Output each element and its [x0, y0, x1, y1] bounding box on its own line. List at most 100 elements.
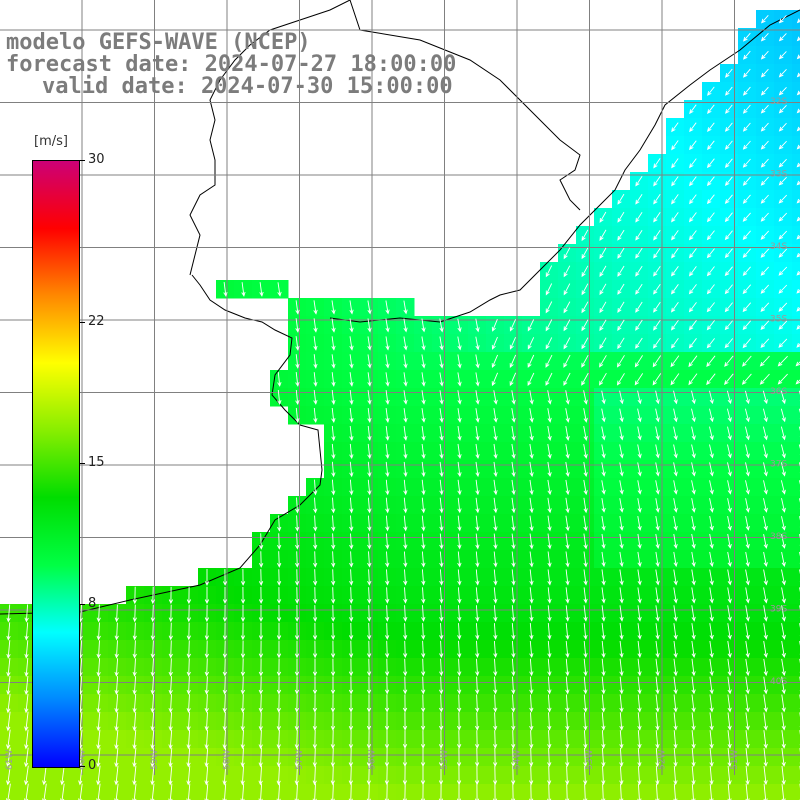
wind-arrow — [276, 712, 281, 731]
wind-arrow — [493, 587, 498, 604]
wind-cell — [792, 208, 800, 227]
wind-arrow — [653, 212, 661, 223]
wind-arrow — [796, 18, 800, 24]
wind-arrow — [763, 480, 768, 495]
wind-arrow — [511, 694, 516, 713]
wind-arrow — [725, 86, 733, 96]
wind-arrow — [742, 338, 752, 349]
wind-arrow — [384, 658, 390, 677]
wind-cell — [792, 460, 800, 479]
latitude-label: 34S — [770, 242, 787, 252]
wind-arrow — [240, 747, 245, 768]
wind-arrow — [367, 587, 372, 604]
wind-arrow — [367, 605, 372, 622]
wind-arrow — [349, 605, 354, 622]
wind-arrow — [583, 444, 588, 459]
valid-date: valid date: 2024-07-30 15:00:00 — [42, 74, 453, 99]
wind-arrow — [547, 551, 552, 568]
wind-arrow — [689, 176, 697, 187]
wind-arrow — [547, 658, 552, 677]
wind-arrow — [691, 569, 696, 586]
wind-arrow — [744, 408, 750, 423]
wind-arrow — [96, 676, 101, 695]
wind-arrow — [475, 694, 480, 713]
wind-arrow — [673, 480, 678, 495]
wind-arrow — [780, 408, 786, 423]
wind-cell — [792, 82, 800, 101]
wind-arrow — [583, 461, 588, 478]
wind-arrow — [565, 479, 570, 496]
wind-arrow — [222, 587, 228, 605]
wind-arrow — [778, 194, 788, 204]
wind-arrow — [780, 390, 786, 405]
wind-arrow — [691, 444, 696, 459]
wind-arrow — [42, 765, 47, 786]
wind-arrow — [6, 747, 11, 768]
wind-arrow — [655, 587, 660, 604]
wind-arrow — [637, 480, 642, 495]
wind-arrow — [745, 623, 750, 640]
wind-arrow — [583, 479, 588, 496]
wind-arrow — [24, 640, 29, 659]
wind-arrow — [653, 301, 661, 313]
wind-arrow — [493, 658, 498, 677]
wind-arrow — [727, 712, 732, 731]
wind-arrow — [778, 158, 787, 168]
wind-arrow — [635, 211, 643, 223]
wind-arrow — [475, 712, 480, 731]
wind-arrow — [439, 694, 444, 713]
wind-arrow — [742, 86, 751, 96]
wind-arrow — [688, 212, 697, 223]
wind-arrow — [493, 390, 498, 405]
wind-arrow — [96, 640, 101, 659]
wind-arrow — [760, 266, 770, 276]
wind-arrow — [635, 229, 643, 241]
wind-arrow — [760, 212, 769, 222]
wind-cell — [792, 640, 800, 659]
wind-arrow — [545, 337, 553, 350]
wind-arrow — [796, 72, 800, 78]
wind-arrow — [491, 372, 499, 387]
wind-arrow — [781, 623, 786, 640]
wind-arrow — [312, 747, 317, 768]
wind-arrow — [529, 497, 534, 514]
wind-arrow — [583, 694, 588, 713]
wind-arrow — [742, 104, 751, 114]
wind-arrow — [655, 408, 660, 423]
wind-arrow — [493, 461, 498, 478]
wind-arrow — [691, 640, 696, 659]
wind-arrow — [312, 640, 318, 659]
wind-arrow — [132, 622, 137, 641]
wind-arrow — [258, 765, 263, 786]
wind-arrow — [421, 640, 426, 659]
wind-arrow — [330, 747, 335, 768]
wind-cell — [792, 136, 800, 155]
wind-arrow — [635, 283, 643, 295]
wind-arrow — [475, 640, 480, 659]
wind-arrow — [601, 551, 606, 568]
wind-arrow — [385, 640, 390, 659]
wind-arrow — [601, 444, 606, 459]
wind-arrow — [529, 461, 534, 478]
wind-arrow — [673, 712, 678, 731]
wind-arrow — [295, 300, 300, 315]
wind-arrow — [563, 354, 571, 368]
wind-arrow — [706, 355, 716, 367]
wind-arrow — [475, 443, 480, 460]
wind-arrow — [204, 729, 209, 750]
wind-arrow — [619, 569, 624, 586]
wind-arrow — [743, 68, 751, 78]
wind-arrow — [204, 711, 209, 732]
wind-arrow — [545, 372, 553, 386]
longitude-label: 54W — [513, 750, 523, 770]
wind-arrow — [745, 462, 750, 477]
wind-arrow — [258, 622, 264, 641]
wind-arrow — [493, 551, 498, 568]
colorbar-tick-label: 0 — [88, 758, 97, 773]
wind-arrow — [688, 373, 698, 386]
wind-arrow — [583, 640, 588, 659]
wind-arrow — [475, 390, 480, 405]
wind-arrow — [403, 354, 408, 369]
wind-arrow — [385, 497, 390, 514]
wind-arrow — [348, 765, 353, 786]
